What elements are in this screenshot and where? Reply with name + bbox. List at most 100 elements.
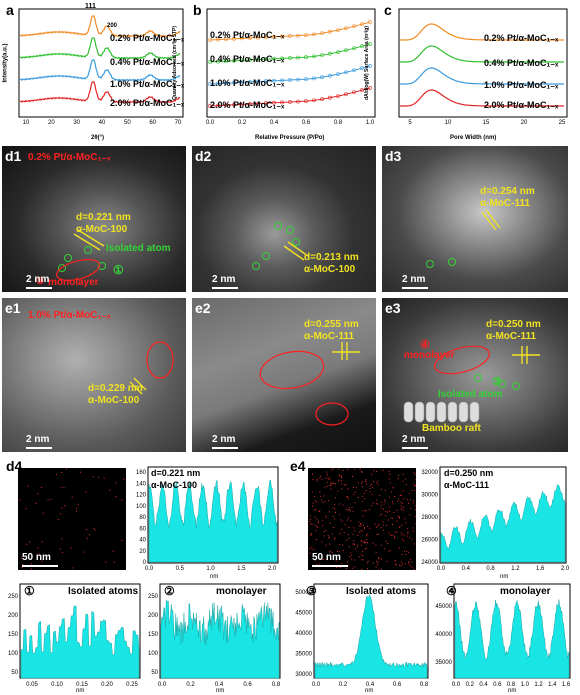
eds-dot bbox=[360, 523, 361, 525]
eds-dot bbox=[345, 509, 347, 510]
x-tick-label: 1.0 bbox=[366, 120, 375, 126]
y-tick-label: 100 bbox=[136, 504, 147, 510]
isotherm-point bbox=[224, 59, 228, 64]
e1-scalebar-label: 2 nm bbox=[26, 434, 50, 445]
x-tick-label: 0.4 bbox=[215, 682, 224, 688]
y-tick-label: 45000 bbox=[435, 604, 452, 610]
eds-dot bbox=[390, 534, 392, 536]
eds-dot bbox=[89, 534, 90, 536]
y-tick-label: 30000 bbox=[421, 493, 438, 499]
eds-dot bbox=[341, 483, 343, 485]
x-tick-label: 0.6 bbox=[393, 682, 402, 688]
eds-dot bbox=[314, 524, 316, 526]
b-legend-2: 1.0% Pt/α-MoC₁₋ₓ bbox=[210, 78, 285, 88]
eds-dot bbox=[323, 531, 325, 532]
eds-dot bbox=[402, 480, 404, 482]
eds-dot bbox=[309, 515, 311, 517]
eds-dot bbox=[409, 514, 411, 516]
isotherm-point bbox=[232, 80, 236, 85]
y-tick-label: 250 bbox=[148, 594, 159, 600]
eds-dot bbox=[364, 540, 366, 542]
eds-dot bbox=[335, 512, 336, 513]
eds-dot bbox=[376, 482, 378, 484]
eds-dot bbox=[71, 496, 73, 498]
eds-dot bbox=[405, 554, 407, 556]
eds-dot bbox=[406, 535, 408, 537]
eds-dot bbox=[401, 503, 403, 504]
eds-dot bbox=[334, 508, 336, 510]
eds-dot bbox=[324, 501, 326, 503]
eds-dot bbox=[348, 509, 350, 511]
d2-overlay bbox=[252, 222, 309, 270]
panel-c-ylabel: dA/dlog(W) Surface Area (m²/g) bbox=[363, 26, 370, 100]
x-tick-label: 5 bbox=[408, 120, 412, 126]
eds-dot bbox=[402, 506, 404, 508]
eds-dot bbox=[310, 523, 312, 525]
eds-dot bbox=[393, 534, 395, 536]
eds-dot bbox=[385, 525, 387, 526]
eds-dot bbox=[404, 478, 406, 480]
eds-dot bbox=[387, 543, 389, 544]
panel-b-ylabel: Quantity Adsorbed (cm³/g STP) bbox=[171, 26, 178, 100]
eds-dot bbox=[394, 531, 396, 533]
eds-dot bbox=[377, 483, 379, 485]
eds-dot bbox=[402, 563, 404, 565]
isotherm-point bbox=[264, 57, 268, 62]
eds-dot bbox=[366, 562, 368, 564]
d3-plane: α-MoC-111 bbox=[480, 198, 531, 209]
eds-dot bbox=[414, 474, 416, 476]
eds-dot bbox=[311, 533, 313, 534]
d3-letter: d3 bbox=[385, 148, 402, 164]
eds-dot bbox=[341, 475, 343, 477]
isotherm-point bbox=[224, 103, 228, 108]
eds-dot bbox=[348, 565, 350, 567]
eds-dot bbox=[392, 518, 394, 519]
eds-dot bbox=[354, 491, 356, 493]
eds-dot bbox=[72, 567, 74, 569]
eds-dot bbox=[396, 510, 398, 511]
isotherm-point bbox=[304, 77, 308, 82]
eds-dot bbox=[358, 531, 360, 533]
e1-letter: e1 bbox=[5, 300, 21, 316]
eds-dot bbox=[38, 553, 40, 555]
eds-dot bbox=[21, 567, 23, 568]
eds-dot bbox=[367, 542, 369, 544]
eds-dot bbox=[412, 500, 414, 501]
eds-dot bbox=[42, 512, 44, 514]
eds-dot bbox=[414, 485, 416, 486]
eds-dot bbox=[86, 538, 88, 540]
eds-dot bbox=[360, 539, 362, 541]
eds-dot bbox=[341, 488, 343, 490]
eds-dot bbox=[70, 547, 72, 549]
eds-dot bbox=[311, 491, 313, 493]
eds-dot bbox=[388, 510, 390, 512]
isotherm-point bbox=[232, 36, 236, 41]
eds-dot bbox=[375, 526, 377, 528]
eds-dot bbox=[60, 548, 61, 550]
eds-dot bbox=[66, 468, 67, 470]
eds-dot bbox=[98, 476, 99, 478]
eds-dot bbox=[414, 515, 416, 517]
eds-dot bbox=[384, 490, 386, 492]
isotherm-point bbox=[296, 99, 300, 104]
x-tick-label: 0.05 bbox=[26, 682, 38, 688]
eds-dot bbox=[361, 471, 363, 473]
eds-dot bbox=[400, 561, 402, 563]
eds-dot bbox=[325, 515, 326, 517]
isotherm-point bbox=[280, 34, 284, 39]
d1-isolated-label: Isolated atom bbox=[106, 243, 171, 254]
eds-dot bbox=[361, 481, 363, 483]
isotherm-point bbox=[240, 102, 244, 107]
eds-dot bbox=[385, 511, 387, 512]
eds-dot bbox=[400, 501, 402, 503]
d4-map: 50 nm bbox=[18, 468, 126, 570]
e1-title: 1.0% Pt/α-MoC₁₋ₓ bbox=[28, 310, 111, 321]
eds-dot bbox=[37, 547, 39, 549]
eds-dot bbox=[316, 526, 318, 527]
eds-dot bbox=[407, 531, 409, 533]
eds-dot bbox=[61, 472, 63, 474]
eds-dot bbox=[404, 563, 406, 565]
y-tick-label: 32000 bbox=[421, 470, 438, 476]
x-tick-label: 25 bbox=[559, 120, 566, 126]
c-legend-1: 0.4% Pt/α-MoC₁₋ₓ bbox=[484, 58, 559, 68]
